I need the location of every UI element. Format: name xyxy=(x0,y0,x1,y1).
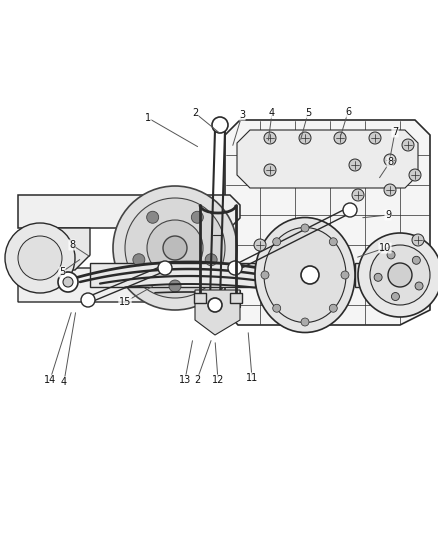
Text: 6: 6 xyxy=(345,107,351,117)
Circle shape xyxy=(205,254,217,266)
Circle shape xyxy=(409,169,421,181)
Circle shape xyxy=(388,263,412,287)
Circle shape xyxy=(125,198,225,298)
Text: 4: 4 xyxy=(269,108,275,118)
Circle shape xyxy=(58,272,78,292)
Text: 11: 11 xyxy=(246,373,258,383)
Circle shape xyxy=(81,293,95,307)
FancyBboxPatch shape xyxy=(194,293,206,303)
Circle shape xyxy=(334,132,346,144)
Circle shape xyxy=(301,266,319,284)
Circle shape xyxy=(113,186,237,310)
Text: 2: 2 xyxy=(194,375,200,385)
Circle shape xyxy=(228,261,242,275)
Text: 14: 14 xyxy=(44,375,56,385)
Ellipse shape xyxy=(264,228,346,322)
Circle shape xyxy=(163,236,187,260)
Circle shape xyxy=(343,203,357,217)
Text: 5: 5 xyxy=(305,108,311,118)
Polygon shape xyxy=(195,290,240,335)
Circle shape xyxy=(63,277,73,287)
Circle shape xyxy=(329,238,337,246)
Circle shape xyxy=(352,189,364,201)
Circle shape xyxy=(349,159,361,171)
Text: 5: 5 xyxy=(59,267,65,277)
Circle shape xyxy=(402,139,414,151)
Circle shape xyxy=(412,234,424,246)
Text: 1: 1 xyxy=(145,113,151,123)
Ellipse shape xyxy=(255,217,355,333)
Circle shape xyxy=(208,298,222,312)
Polygon shape xyxy=(18,268,175,302)
Text: 4: 4 xyxy=(61,377,67,387)
Text: 2: 2 xyxy=(192,108,198,118)
Circle shape xyxy=(384,184,396,196)
Text: 9: 9 xyxy=(385,210,391,220)
Circle shape xyxy=(412,256,420,264)
Polygon shape xyxy=(55,228,90,270)
Polygon shape xyxy=(355,263,415,287)
Circle shape xyxy=(261,271,269,279)
Circle shape xyxy=(18,236,62,280)
Circle shape xyxy=(169,280,181,292)
Circle shape xyxy=(158,261,172,275)
Circle shape xyxy=(415,282,423,290)
Circle shape xyxy=(299,132,311,144)
Circle shape xyxy=(133,254,145,266)
Circle shape xyxy=(384,154,396,166)
Text: 7: 7 xyxy=(392,127,398,137)
Circle shape xyxy=(301,224,309,232)
FancyBboxPatch shape xyxy=(230,293,242,303)
Circle shape xyxy=(147,220,203,276)
Polygon shape xyxy=(196,290,240,307)
Polygon shape xyxy=(18,195,240,228)
Circle shape xyxy=(370,245,430,305)
Polygon shape xyxy=(225,120,430,325)
Circle shape xyxy=(374,273,382,281)
Polygon shape xyxy=(237,130,418,188)
Circle shape xyxy=(273,304,281,312)
Circle shape xyxy=(147,211,159,223)
Circle shape xyxy=(273,238,281,246)
Circle shape xyxy=(254,239,266,251)
Text: 12: 12 xyxy=(212,375,224,385)
Polygon shape xyxy=(90,263,255,287)
Circle shape xyxy=(329,304,337,312)
Circle shape xyxy=(264,164,276,176)
Circle shape xyxy=(5,223,75,293)
Text: 10: 10 xyxy=(379,243,391,253)
Circle shape xyxy=(392,293,399,301)
Circle shape xyxy=(387,251,395,259)
Circle shape xyxy=(191,211,203,223)
Text: 3: 3 xyxy=(239,110,245,120)
Polygon shape xyxy=(198,228,230,270)
Circle shape xyxy=(264,132,276,144)
Circle shape xyxy=(301,318,309,326)
Text: 8: 8 xyxy=(69,240,75,250)
Text: 15: 15 xyxy=(119,297,131,307)
Circle shape xyxy=(358,233,438,317)
Circle shape xyxy=(369,132,381,144)
Text: 13: 13 xyxy=(179,375,191,385)
Text: 8: 8 xyxy=(387,157,393,167)
Circle shape xyxy=(212,117,228,133)
Circle shape xyxy=(341,271,349,279)
